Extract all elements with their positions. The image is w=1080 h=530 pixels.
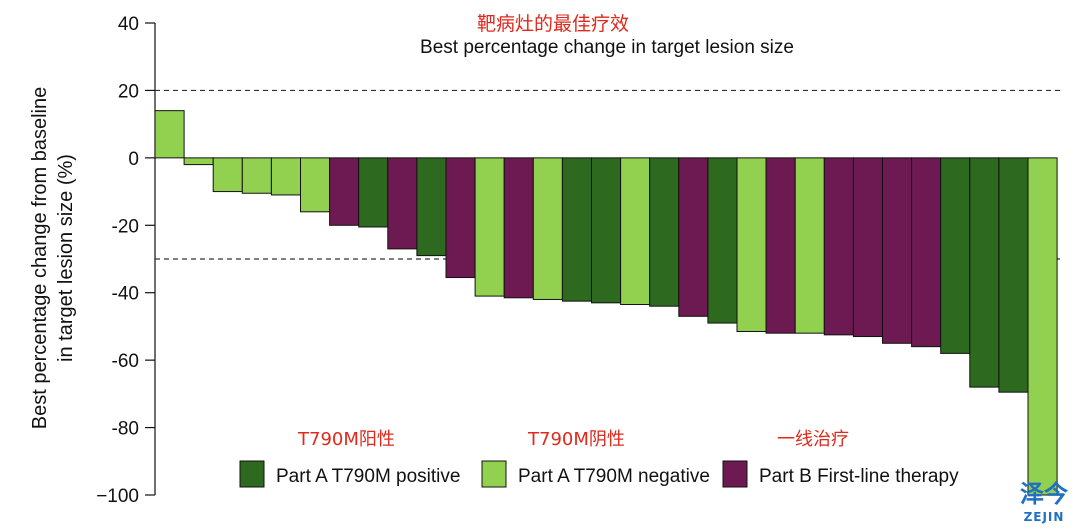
bar-neg <box>1027 157 1058 496</box>
bar-pos <box>969 157 1000 388</box>
y-tick-label: 40 <box>118 14 139 35</box>
bar-first <box>678 157 709 317</box>
bar-pos <box>561 157 593 302</box>
bars <box>154 110 1058 496</box>
bar-pos <box>940 157 971 354</box>
watermark-text-cn: 泽今 <box>1020 480 1068 508</box>
legend-swatch-pos <box>239 460 265 488</box>
bar-neg <box>183 157 214 166</box>
bar-neg <box>154 110 185 159</box>
legend-label-cn-neg: T790M阴性 <box>527 429 625 450</box>
y-tick-label: 20 <box>118 81 139 102</box>
y-tick-label: -60 <box>112 351 139 372</box>
watermark-text-en: ZEJIN <box>1024 510 1065 524</box>
bar-first <box>387 157 418 250</box>
bar-pos <box>358 157 389 228</box>
y-axis-label: Best percentage change from baseline in … <box>29 87 77 429</box>
y-axis-label-line1: Best percentage change from baseline <box>29 87 51 429</box>
bar-neg <box>241 157 272 194</box>
bar-first <box>765 157 796 334</box>
legend-label-neg: Part A T790M negative <box>518 466 710 487</box>
legend-swatch-first <box>722 460 748 488</box>
legend-label-cn-pos: T790M阳性 <box>297 429 395 450</box>
bar-first <box>503 157 534 299</box>
bar-neg <box>736 157 767 332</box>
bar-first <box>823 157 854 336</box>
bar-first <box>445 157 476 279</box>
bar-neg <box>620 157 651 306</box>
chart-titles: 靶病灶的最佳疗效 Best percentage change in targe… <box>420 13 794 58</box>
bar-pos <box>707 157 738 324</box>
y-tick-label: -20 <box>112 216 139 237</box>
chart-title: Best percentage change in target lesion … <box>420 37 794 58</box>
legend-label-pos: Part A T790M positive <box>276 466 460 487</box>
y-axis: 40 20 0 -20 -40 -60 -80 −100 <box>96 14 156 507</box>
bar-first <box>882 157 913 344</box>
bar-neg <box>212 157 243 193</box>
legend: Part A T790M positive T790M阳性 Part A T790M… <box>239 429 959 488</box>
bar-pos <box>649 157 680 307</box>
bar-neg <box>532 157 563 300</box>
zejin-watermark-logo: 泽今 ZEJIN <box>1020 480 1068 524</box>
bar-pos <box>591 157 622 304</box>
y-tick-label: −100 <box>96 486 139 507</box>
y-axis-label-line2: in target lesion size (%) <box>55 154 77 362</box>
bar-first <box>852 157 884 338</box>
legend-label-first: Part B First-line therapy <box>759 466 959 487</box>
bar-neg <box>300 157 331 213</box>
y-tick-label: -80 <box>112 419 139 440</box>
y-tick-label: 0 <box>128 149 139 170</box>
legend-label-cn-first: 一线治疗 <box>777 429 849 450</box>
bar-neg <box>794 157 825 334</box>
bar-first <box>329 157 360 226</box>
bar-first <box>911 157 942 348</box>
bar-neg <box>270 157 301 196</box>
y-tick-label: -40 <box>112 284 139 305</box>
chart-title-chinese: 靶病灶的最佳疗效 <box>477 13 629 35</box>
bar-pos <box>998 157 1029 393</box>
bar-pos <box>416 157 447 257</box>
legend-swatch-neg <box>481 460 507 488</box>
bar-neg <box>474 157 505 297</box>
